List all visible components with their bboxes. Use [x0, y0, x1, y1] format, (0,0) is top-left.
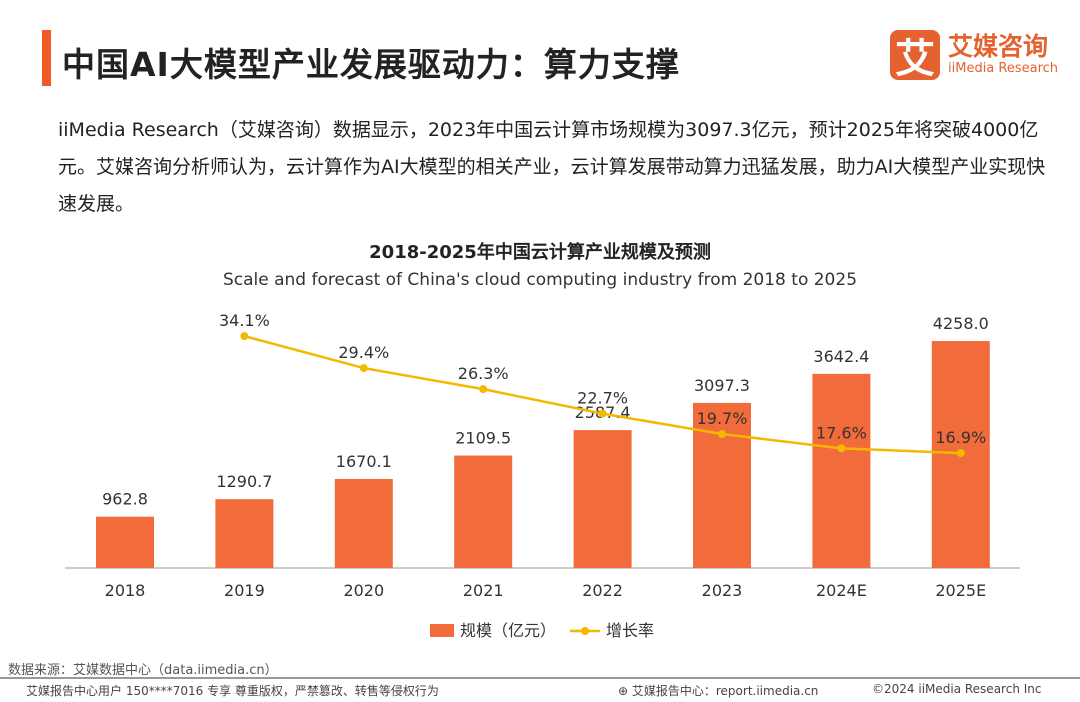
- bar: [454, 455, 513, 568]
- chart: 962.8 2018 1290.7 2019 1670.1 2020 2109.5 2021 2…: [65, 311, 1020, 640]
- growth-point: [837, 444, 846, 453]
- footer-divider: [0, 677, 1080, 679]
- bar-label: 3097.3: [694, 376, 750, 395]
- logo-cn: 艾媒咨询: [948, 32, 1049, 61]
- bar: [812, 373, 871, 568]
- growth-point: [359, 364, 368, 373]
- x-tick-label: 2020: [343, 581, 384, 600]
- bar-label: 1670.1: [336, 452, 392, 471]
- summary-paragraph: iiMedia Research（艾媒咨询）数据显示，2023年中国云计算市场规…: [58, 119, 1046, 215]
- x-tick-label: 2021: [463, 581, 504, 600]
- bar: [215, 499, 274, 568]
- x-tick-label: 2024E: [816, 581, 867, 600]
- growth-label: 34.1%: [219, 311, 270, 330]
- x-tick-label: 2018: [105, 581, 146, 600]
- bar-label: 3642.4: [813, 347, 869, 366]
- x-tick-label: 2022: [582, 581, 623, 600]
- bar-label: 4258.0: [933, 314, 989, 333]
- chart-subtitle: Scale and forecast of China's cloud comp…: [222, 270, 858, 290]
- bar-label: 2109.5: [455, 429, 511, 448]
- x-tick-label: 2025E: [935, 581, 986, 600]
- growth-point: [956, 449, 965, 458]
- bar: [573, 430, 632, 568]
- x-tick-label: 2023: [702, 581, 743, 600]
- bar-label: 962.8: [102, 490, 148, 509]
- growth-label: 29.4%: [338, 343, 389, 362]
- chart-title: 2018-2025年中国云计算产业规模及预测: [369, 242, 711, 263]
- legend-line-marker: [581, 627, 589, 635]
- growth-point: [598, 409, 607, 418]
- x-tick-label: 2019: [224, 581, 265, 600]
- legend-line-label: 增长率: [606, 621, 654, 640]
- footer-copyright: ©2024 iiMedia Research Inc: [872, 682, 1042, 696]
- footer-report: ⊕ 艾媒报告中心：report.iimedia.cn: [618, 682, 818, 699]
- growth-point: [718, 430, 726, 439]
- growth-point: [479, 385, 488, 394]
- data-source: 数据来源：艾媒数据中心（data.iimedia.cn）: [8, 663, 278, 678]
- growth-point: [240, 332, 249, 341]
- growth-label: 26.3%: [458, 364, 509, 383]
- footer-user: 艾媒报告中心用户 150****7016 专享 尊重版权，严禁篡改、转售等侵权行…: [26, 684, 439, 698]
- bar-label: 1290.7: [216, 472, 272, 491]
- growth-label: 16.9%: [935, 428, 986, 447]
- footer-report-text: 艾媒报告中心：report.iimedia.cn: [631, 684, 819, 698]
- growth-label: 22.7%: [577, 389, 628, 408]
- page-title: 中国AI大模型产业发展驱动力：算力支撑: [62, 45, 680, 84]
- growth-label: 17.6%: [816, 423, 867, 442]
- growth-label: 19.7%: [697, 409, 748, 428]
- logo-mark: 艾: [890, 30, 940, 82]
- globe-icon: ⊕: [618, 684, 632, 698]
- bar: [334, 478, 393, 568]
- logo: 艾 艾媒咨询 iiMedia Research: [890, 30, 1059, 82]
- legend-bar-swatch: [430, 624, 454, 637]
- bar: [96, 516, 154, 568]
- title-accent-bar: [42, 30, 51, 86]
- logo-en: iiMedia Research: [948, 61, 1059, 76]
- legend-bar-label: 规模（亿元）: [460, 621, 556, 640]
